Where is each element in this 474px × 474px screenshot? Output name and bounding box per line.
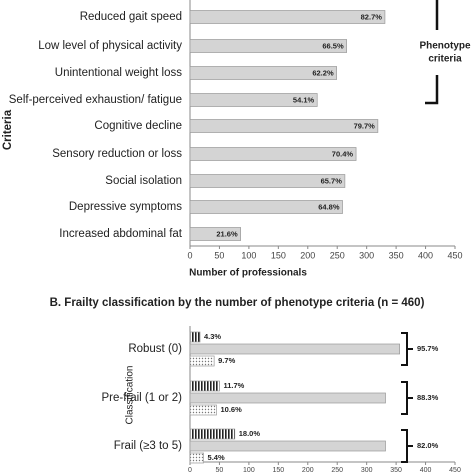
x-tick-label: 150	[271, 250, 286, 260]
bar	[189, 355, 215, 367]
bar	[189, 39, 347, 53]
x-tick-label: 350	[389, 250, 404, 260]
category-label: Self-perceived exhaustion/ fatigue	[9, 94, 182, 106]
x-tick-label: 100	[243, 467, 255, 474]
category-label: Increased abdominal fat	[59, 228, 183, 240]
x-tick-label: 100	[241, 250, 256, 260]
bracket	[425, 0, 439, 105]
x-tick-label: 450	[447, 250, 462, 260]
value-label: 11.7%	[223, 381, 244, 390]
bar	[189, 392, 386, 404]
value-label: 66.5%	[322, 41, 344, 50]
x-tick-label: 300	[361, 467, 373, 474]
bar	[189, 174, 346, 188]
x-axis-label: Number of professionals	[189, 268, 307, 279]
bar	[189, 147, 357, 161]
bar	[189, 200, 343, 214]
bar	[189, 343, 400, 355]
value-label: 21.6%	[216, 229, 238, 238]
value-label: 62.2%	[312, 68, 334, 77]
value-label: 82.7%	[361, 12, 383, 21]
x-tick-label: 0	[188, 467, 192, 474]
x-tick-label: 250	[331, 467, 343, 474]
category-label: Pre-frail (1 or 2)	[101, 392, 182, 404]
x-tick-label: 300	[359, 250, 374, 260]
x-tick-label: 50	[216, 467, 224, 474]
bar	[189, 66, 337, 80]
x-tick-label: 200	[302, 467, 314, 474]
category-label: Robust (0)	[128, 343, 182, 355]
category-label: Cognitive decline	[94, 120, 182, 132]
bar	[189, 119, 379, 133]
category-label: Low level of physical activity	[38, 40, 182, 52]
chart-title: B. Frailty classification by the number …	[50, 297, 425, 309]
x-tick-label: 450	[449, 467, 461, 474]
value-label: 18.0%	[239, 429, 261, 438]
x-tick-label: 0	[187, 250, 192, 260]
bar	[189, 380, 220, 392]
bar	[189, 227, 241, 241]
bracket	[401, 381, 413, 415]
value-label: 79.7%	[354, 121, 376, 130]
bracket-label: 95.7%	[417, 344, 439, 353]
bracket-label: 82.0%	[417, 441, 439, 450]
value-label: 4.3%	[204, 332, 221, 341]
category-label: Unintentional weight loss	[55, 67, 182, 79]
y-axis-label: Classification	[125, 366, 136, 425]
bracket	[401, 429, 413, 463]
x-tick-label: 250	[330, 250, 345, 260]
bracket-label: 88.3%	[417, 393, 439, 402]
value-label: 65.7%	[321, 176, 343, 185]
value-label: 70.4%	[332, 149, 354, 158]
bar	[189, 10, 386, 24]
bar	[189, 440, 386, 452]
x-tick-label: 200	[300, 250, 315, 260]
x-tick-label: 400	[418, 250, 433, 260]
x-tick-label: 400	[420, 467, 432, 474]
annotation: Phenotype	[419, 41, 471, 52]
value-label: 54.1%	[293, 95, 315, 104]
y-axis-label: Criteria	[2, 109, 14, 150]
bar	[189, 428, 236, 440]
x-tick-label: 50	[214, 250, 224, 260]
bar	[189, 93, 318, 107]
value-label: 5.4%	[208, 453, 225, 462]
value-label: 10.6%	[221, 405, 243, 414]
bar	[189, 404, 217, 416]
bar	[189, 452, 204, 464]
annotation: criteria	[428, 54, 462, 65]
category-label: Reduced gait speed	[80, 11, 182, 23]
bar	[189, 331, 201, 343]
value-label: 64.8%	[318, 202, 340, 211]
x-tick-label: 350	[390, 467, 402, 474]
x-tick-label: 150	[272, 467, 284, 474]
bracket	[401, 332, 413, 366]
category-label: Frail (≥3 to 5)	[114, 440, 182, 452]
value-label: 9.7%	[218, 356, 235, 365]
category-label: Social isolation	[105, 175, 182, 187]
category-label: Sensory reduction or loss	[52, 148, 182, 160]
category-label: Depressive symptoms	[69, 201, 182, 213]
